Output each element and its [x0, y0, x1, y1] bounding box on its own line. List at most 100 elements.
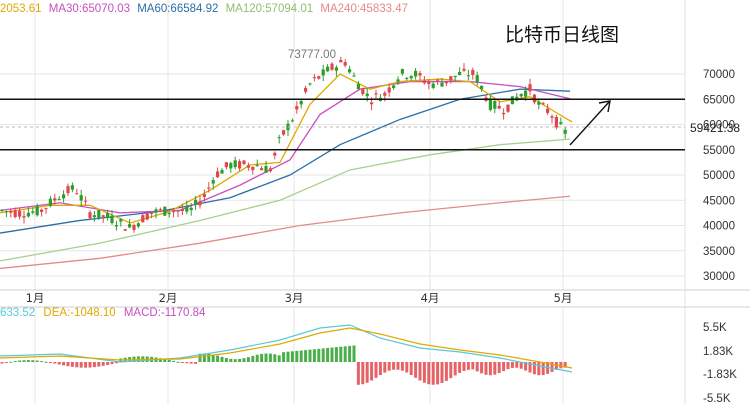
candle-body [163, 206, 167, 216]
candlesticks [0, 56, 567, 233]
chart-title: 比特币日线图 [505, 24, 620, 46]
macd-bar [268, 353, 272, 362]
trend-arrow [569, 100, 611, 146]
candle-body [304, 87, 308, 92]
candle-body [471, 69, 475, 75]
candle-body [119, 219, 123, 222]
macd-bar [392, 362, 396, 370]
candle-body [66, 186, 70, 194]
axes: 30000 35000 40000 45000 50000 55000 60000 65000… [0, 69, 737, 405]
candle-body [233, 160, 237, 168]
macd-bar [396, 362, 400, 370]
macd-bar [44, 361, 48, 363]
macd-bar [449, 362, 453, 379]
candle-body [172, 211, 176, 213]
macd-bar [66, 362, 70, 367]
macd-bar [246, 357, 250, 362]
macd-bar [180, 362, 184, 363]
macd-bar [528, 362, 532, 373]
macd-bar [233, 359, 237, 362]
candle-body [48, 198, 52, 206]
candle-body [211, 180, 215, 184]
candle-body [449, 76, 453, 81]
candle-body [541, 103, 545, 105]
candle-body [189, 207, 193, 211]
y-tick-label: 70000 [703, 69, 735, 81]
candle-body [229, 163, 233, 169]
candle-body [308, 83, 312, 85]
candle-body [0, 209, 4, 211]
dif-line [0, 324, 573, 373]
candle-body [84, 200, 88, 202]
macd-bar [114, 362, 118, 364]
macd-bar [444, 362, 448, 381]
macd-bar [339, 346, 343, 362]
ma-legend: 2053.61 MA30:65070.03 MA60:66584.92 MA12… [0, 3, 412, 15]
macd-bar [343, 346, 347, 362]
candle-body [264, 166, 268, 173]
x-tick-label: 4月 [421, 291, 440, 305]
macd-bar [84, 362, 88, 368]
candle-body [458, 71, 462, 75]
candle-body [436, 79, 440, 81]
candle-body [246, 165, 250, 168]
macd-bar [277, 355, 281, 362]
macd-bar [62, 362, 66, 366]
candle-body [282, 130, 286, 135]
y-tick-label: 45000 [703, 195, 735, 207]
macd-bar [194, 362, 198, 364]
macd-bar [537, 362, 541, 376]
candle-body [216, 171, 220, 178]
candle-body [273, 152, 277, 156]
macd-bar [88, 362, 92, 368]
macd-bar [453, 362, 457, 376]
ma7-legend: 2053.61 [0, 3, 42, 15]
candle-body [383, 92, 387, 96]
candle-body [532, 94, 536, 103]
macd-bar [48, 362, 52, 363]
candle-body [141, 215, 145, 223]
candle-body [158, 209, 162, 211]
x-tick-label: 1月 [26, 291, 45, 305]
macd-bar [330, 347, 334, 362]
y-tick-label: 55000 [703, 145, 735, 157]
macd-bar [273, 354, 277, 362]
macd-value-legend: MACD:-1170.84 [123, 307, 206, 319]
macd-bar [559, 362, 563, 369]
trend-arrow-shaft [569, 101, 610, 146]
candle-body [9, 210, 13, 213]
macd-bar [436, 362, 440, 385]
macd-bar [22, 360, 26, 362]
candle-body [343, 62, 347, 66]
macd-bar [361, 362, 365, 385]
macd-bar [79, 362, 83, 368]
candle-body [502, 112, 506, 115]
candle-body [387, 87, 391, 93]
macd-bar [317, 348, 321, 362]
candle-body [409, 75, 413, 79]
candle-body [31, 211, 35, 213]
candle-body [150, 212, 154, 214]
candle-body [268, 168, 272, 172]
candle-body [255, 165, 259, 167]
macd-bar [458, 362, 462, 373]
candle-body [88, 212, 92, 219]
dea-legend: DEA:-1048.10 [43, 307, 116, 319]
macd-bar [238, 358, 242, 362]
macd-bar [462, 362, 466, 371]
candle-body [260, 168, 264, 171]
candle-body [224, 162, 228, 168]
macd-bar [4, 362, 8, 363]
candle-body [101, 215, 105, 217]
candle-body [114, 224, 118, 227]
candle-body [132, 225, 136, 230]
macd-bar [383, 362, 387, 373]
candle-body [136, 223, 140, 227]
macd-bar [202, 353, 206, 362]
y-tick-label: 35000 [703, 246, 735, 258]
candle-body [559, 122, 563, 124]
ma60-line [0, 88, 571, 234]
candle-body [154, 209, 158, 213]
candle-body [418, 73, 422, 76]
macd-bar [167, 360, 171, 362]
